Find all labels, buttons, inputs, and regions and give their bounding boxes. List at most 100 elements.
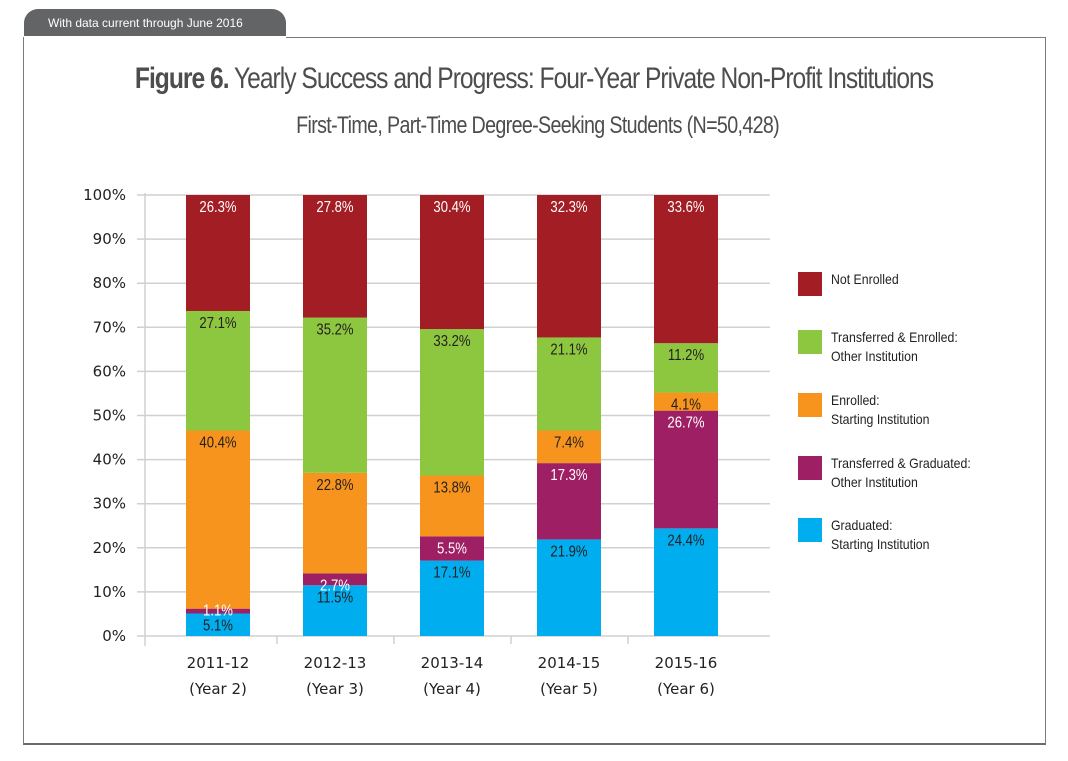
- bar-segment: [186, 430, 250, 609]
- bar-segment: [654, 392, 718, 411]
- bar-segment: [654, 410, 718, 529]
- legend-label: Starting Institution: [831, 411, 930, 427]
- bar-segment: [420, 475, 484, 537]
- y-tick-label: 50%: [93, 407, 126, 425]
- bar-segment: [537, 430, 601, 464]
- legend-swatch: [798, 330, 822, 354]
- legend-label: Starting Institution: [831, 536, 930, 552]
- bar-value-label: 17.3%: [550, 467, 587, 484]
- bar-value-label: 26.7%: [667, 415, 704, 432]
- bar-value-label: 27.1%: [199, 315, 236, 332]
- legend-label: Transferred & Graduated:: [831, 455, 971, 471]
- x-axis-ticks: 2011-12 (Year 2) 2012-13 (Year 3) 2013-14 (Ye…: [187, 654, 718, 698]
- bar-value-label: 21.9%: [550, 543, 587, 560]
- bar-value-label: 33.2%: [433, 333, 470, 350]
- legend-item: Transferred & Enrolled: Other Institution: [798, 329, 958, 364]
- y-tick-label: 10%: [93, 583, 126, 601]
- x-tick-sublabel: (Year 3): [306, 680, 364, 698]
- bar-segment: [303, 195, 367, 318]
- bar-value-label: 2.7%: [320, 577, 350, 594]
- bar-segment: [537, 463, 601, 540]
- data-currency-text: With data current through June 2016: [48, 16, 243, 30]
- bar-segment: [654, 343, 718, 393]
- bar-stack: 21.9% 17.3% 7.4% 21.1% 32.3%: [537, 195, 601, 636]
- y-tick-label: 90%: [93, 230, 126, 248]
- x-tick-sublabel: (Year 5): [540, 680, 598, 698]
- legend-swatch: [798, 456, 822, 480]
- y-tick-label: 20%: [93, 539, 126, 557]
- legend-item: Enrolled: Starting Institution: [798, 392, 930, 427]
- figure-title-text: Yearly Success and Progress: Four-Year P…: [228, 62, 934, 95]
- y-tick-label: 70%: [93, 318, 126, 336]
- legend-swatch: [798, 272, 822, 296]
- bar-value-label: 30.4%: [433, 199, 470, 216]
- x-tick-label: 2014-15: [538, 654, 601, 672]
- bar-value-label: 21.1%: [550, 341, 587, 358]
- legend-item: Not Enrolled: [798, 271, 899, 296]
- figure-frame: [23, 37, 1046, 745]
- legend-label: Other Institution: [831, 474, 918, 490]
- legend-item: Transferred & Graduated: Other Institutio…: [798, 455, 971, 490]
- bar-value-label: 22.8%: [316, 477, 353, 494]
- bar-value-label: 27.8%: [316, 199, 353, 216]
- bar-segment: [537, 195, 601, 338]
- bar-value-label: 13.8%: [433, 479, 470, 496]
- y-tick-label: 60%: [93, 362, 126, 380]
- legend: Not Enrolled Transferred & Enrolled: Other…: [798, 271, 971, 552]
- figure-number: Figure 6.: [134, 62, 230, 95]
- bar-segment: [654, 195, 718, 344]
- y-tick-label: 30%: [93, 495, 126, 513]
- bar-value-label: 5.5%: [437, 540, 467, 557]
- bar-segment: [420, 329, 484, 476]
- legend-label: Graduated:: [831, 517, 893, 533]
- x-tick-sublabel: (Year 6): [657, 680, 715, 698]
- bar-segment: [303, 573, 367, 586]
- bar-value-label: 7.4%: [554, 434, 584, 451]
- y-tick-label: 80%: [93, 274, 126, 292]
- x-tick-sublabel: (Year 4): [423, 680, 481, 698]
- bar-value-label: 35.2%: [316, 321, 353, 338]
- tab-joint: [24, 36, 286, 38]
- y-tick-label: 40%: [93, 451, 126, 469]
- figure-title: Figure 6. Yearly Success and Progress: F…: [96, 62, 972, 96]
- bar-segment: [420, 536, 484, 561]
- bar-segment: [186, 310, 250, 431]
- bar-segment: [537, 539, 601, 636]
- legend-label: Not Enrolled: [831, 271, 899, 287]
- legend-label: Transferred & Enrolled:: [831, 329, 958, 345]
- bar-value-label: 24.4%: [667, 532, 704, 549]
- bar-segment: [186, 195, 250, 311]
- bar-value-label: 11.2%: [668, 347, 704, 364]
- x-tick-label: 2013-14: [421, 654, 484, 672]
- bar-value-label: 4.1%: [671, 396, 701, 413]
- bar-stack: 17.1% 5.5% 13.8% 33.2% 30.4%: [420, 195, 484, 636]
- data-currency-tab: With data current through June 2016: [24, 9, 286, 37]
- bar-value-label: 11.5%: [317, 589, 353, 606]
- legend-item: Graduated: Starting Institution: [798, 517, 930, 552]
- bar-value-label: 26.3%: [199, 199, 236, 216]
- y-tick-label: 100%: [83, 186, 126, 204]
- bar-stack: 11.5%2.7% 22.8% 35.2% 27.8%: [303, 195, 367, 636]
- bar-segment: [537, 337, 601, 431]
- figure-subtitle: First-Time, Part-Time Degree-Seeking Stu…: [296, 112, 780, 139]
- y-axis-ticks: 0% 10% 20% 30% 40% 50% 60% 70% 80% 90% 100%: [83, 186, 126, 645]
- x-tick-label: 2015-16: [655, 654, 718, 672]
- bar-segment: [303, 472, 367, 574]
- bar-segment: [303, 317, 367, 473]
- bar-value-label: 5.1%: [203, 617, 233, 634]
- bar-value-label: 40.4%: [199, 434, 236, 451]
- legend-swatch: [798, 393, 822, 417]
- legend-label: Enrolled:: [831, 392, 880, 408]
- bar-value-label: 33.6%: [667, 199, 704, 216]
- bar-value-label: 17.1%: [433, 564, 470, 581]
- bars: 5.1%1.1% 40.4% 27.1% 26.3% 11.5%2.7% 22.8% 35.…: [186, 195, 718, 636]
- bar-segment: [654, 528, 718, 636]
- x-tick-sublabel: (Year 2): [189, 680, 247, 698]
- bar-value-label: 1.1%: [203, 602, 233, 619]
- bar-stack: 24.4% 26.7% 4.1% 11.2% 33.6%: [654, 195, 718, 636]
- bar-stack: 5.1%1.1% 40.4% 27.1% 26.3%: [186, 195, 250, 636]
- bar-segment: [420, 560, 484, 636]
- bar-segment: [186, 613, 250, 636]
- legend-swatch: [798, 518, 822, 542]
